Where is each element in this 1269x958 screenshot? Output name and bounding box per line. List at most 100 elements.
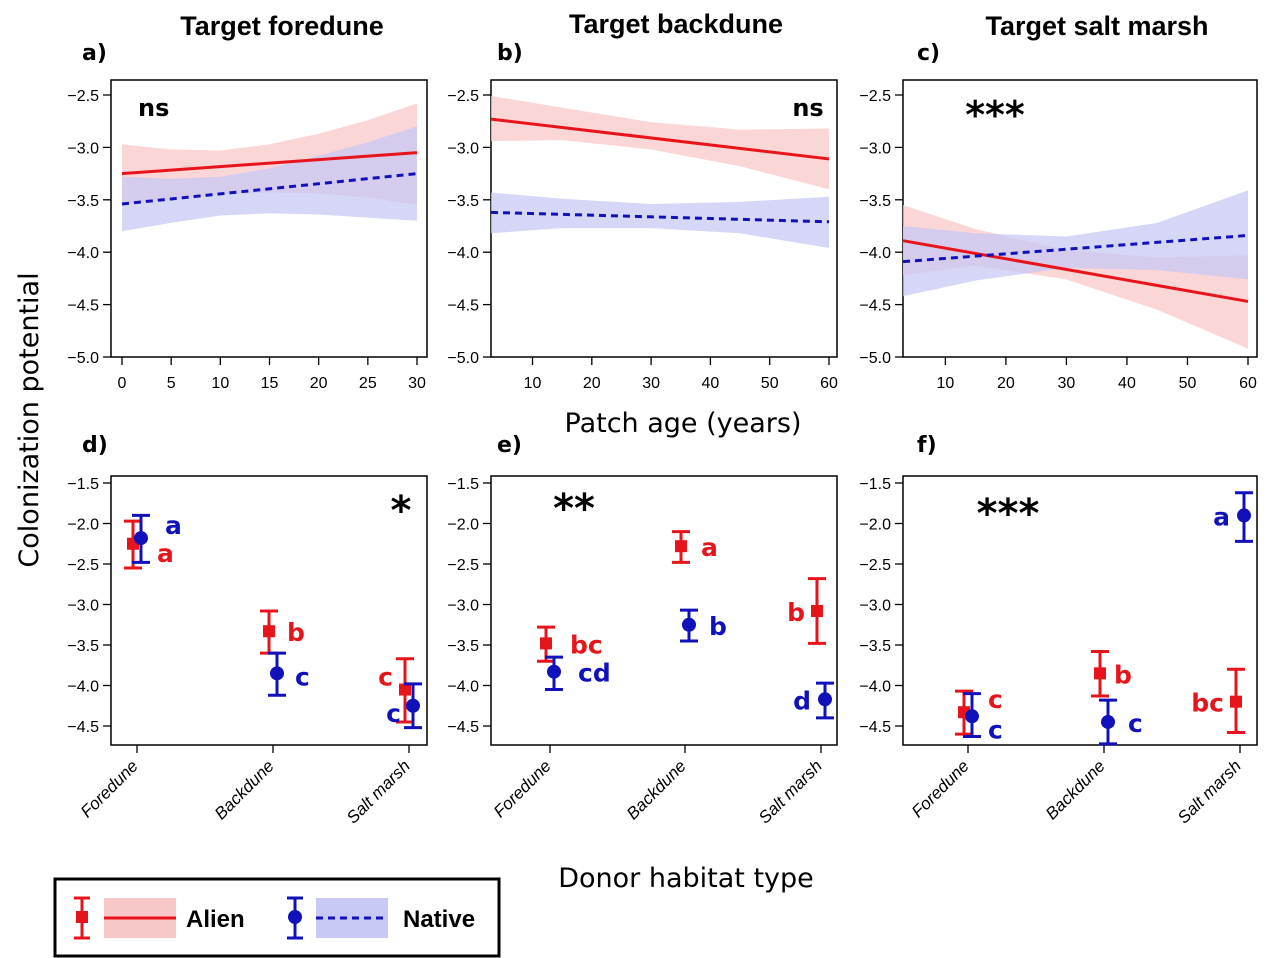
x-category-label: Salt marsh bbox=[755, 756, 826, 827]
x-tick-label: 60 bbox=[1239, 375, 1257, 392]
mean-marker-native bbox=[547, 664, 561, 679]
fit-line-alien bbox=[121, 151, 418, 176]
panel-label: f) bbox=[917, 433, 937, 458]
panel-b: b) Target backdune −2.5 −3.0 −3.5 −4.0 −4.5 −5.… bbox=[447, 9, 838, 392]
group-letter-alien: bc bbox=[1191, 689, 1224, 718]
group-letter-native: a bbox=[1213, 502, 1230, 531]
x-axis-label-bottom: Donor habitat type bbox=[558, 863, 814, 894]
mean-marker-alien bbox=[399, 683, 411, 696]
y-tick-label: −4.5 bbox=[67, 298, 99, 315]
x-tick-label: 0 bbox=[118, 375, 127, 392]
x-tick-label: 30 bbox=[642, 375, 660, 392]
y-tick-label: −2.5 bbox=[859, 557, 891, 574]
x-tick-label: 40 bbox=[702, 375, 720, 392]
panel-a: a) Target foredune −2.5 −3.0 −3.5 −4.0 −4.5 −5.… bbox=[67, 11, 428, 392]
panel-title: Target salt marsh bbox=[985, 11, 1208, 41]
y-tick-label: −4.5 bbox=[447, 298, 479, 315]
group-letter-native: d bbox=[793, 686, 811, 715]
confidence-band-alien bbox=[491, 96, 829, 190]
x-tick-label: 60 bbox=[820, 375, 838, 392]
y-tick-label: −4.5 bbox=[67, 719, 99, 736]
y-tick-label: −4.0 bbox=[859, 679, 891, 696]
x-tick-label: 40 bbox=[1118, 375, 1136, 392]
group-letter-native: c bbox=[988, 715, 1003, 744]
y-tick-label: −3.5 bbox=[447, 193, 479, 210]
y-tick-label: −3.5 bbox=[67, 193, 99, 210]
legend-marker-circle bbox=[288, 910, 302, 924]
y-tick-label: −2.5 bbox=[67, 88, 99, 105]
y-tick-label: −1.5 bbox=[447, 476, 479, 493]
mean-marker-native bbox=[134, 531, 148, 546]
legend-marker-square bbox=[76, 911, 88, 923]
group-letter-alien: c bbox=[378, 663, 393, 692]
x-axis-label-top: Patch age (years) bbox=[565, 408, 802, 439]
y-tick-label: −5.0 bbox=[859, 350, 891, 367]
y-tick-label: −2.5 bbox=[447, 557, 479, 574]
y-tick-label: −3.5 bbox=[859, 638, 891, 655]
mean-marker-alien bbox=[263, 625, 275, 638]
x-category-label: Backdune bbox=[211, 756, 278, 823]
plot-frame bbox=[902, 475, 1258, 746]
y-tick-label: −2.5 bbox=[67, 557, 99, 574]
confidence-band-native bbox=[903, 190, 1248, 297]
y-tick-label: −5.0 bbox=[67, 350, 99, 367]
mean-marker-native bbox=[818, 692, 832, 707]
panel-label: a) bbox=[82, 41, 107, 66]
group-letter-native: c bbox=[1128, 709, 1143, 738]
x-category-label: Salt marsh bbox=[343, 756, 414, 827]
x-category-label: Foredune bbox=[490, 756, 555, 821]
group-letter-alien: b bbox=[287, 618, 305, 647]
group-letter-alien: bc bbox=[570, 630, 603, 659]
mean-marker-native bbox=[682, 617, 696, 632]
y-tick-label: −5.0 bbox=[447, 350, 479, 367]
x-category-label: Backdune bbox=[1042, 756, 1109, 823]
x-tick-label: 20 bbox=[997, 375, 1015, 392]
panel-e: e) −1.5 −2.0 −2.5 −3.0 −3.5 −4.0 −4.5 ** Foredune… bbox=[447, 433, 838, 827]
fit-line-native bbox=[121, 172, 418, 206]
panel-title: Target foredune bbox=[180, 11, 384, 41]
x-tick-label: 10 bbox=[524, 375, 542, 392]
group-letter-native: cd bbox=[578, 659, 611, 688]
y-tick-label: −3.0 bbox=[447, 598, 479, 615]
x-category-label: Backdune bbox=[623, 756, 690, 823]
significance-label: ns bbox=[792, 94, 823, 122]
y-tick-label: −1.5 bbox=[859, 476, 891, 493]
y-tick-label: −3.0 bbox=[859, 140, 891, 157]
group-letter-alien: b bbox=[1114, 660, 1132, 689]
significance-label: ns bbox=[138, 94, 169, 122]
panel-c: c) Target salt marsh −2.5 −3.0 −3.5 −4.0 −4.5 −… bbox=[859, 11, 1258, 392]
y-tick-label: −2.0 bbox=[447, 517, 479, 534]
legend-alien-label: Alien bbox=[186, 906, 245, 933]
panel-f: f) −1.5 −2.0 −2.5 −3.0 −3.5 −4.0 −4.5 *** Foredun… bbox=[859, 433, 1258, 827]
x-tick-label: 5 bbox=[167, 375, 176, 392]
mean-marker-native bbox=[406, 698, 420, 713]
mean-marker-native bbox=[1101, 714, 1115, 729]
x-tick-label: 20 bbox=[310, 375, 328, 392]
plot-frame bbox=[110, 475, 428, 746]
x-category-label: Foredune bbox=[77, 756, 142, 821]
panel-d: d) −1.5 −2.0 −2.5 −3.0 −3.5 −4.0 −4.5 * Foredune B… bbox=[67, 433, 428, 827]
confidence-band-native bbox=[491, 192, 829, 248]
legend-alien-errorbar-icon bbox=[74, 896, 90, 940]
panel-label: c) bbox=[917, 41, 940, 66]
x-tick-label: 10 bbox=[211, 375, 229, 392]
y-tick-label: −2.5 bbox=[447, 88, 479, 105]
y-tick-label: −4.0 bbox=[447, 679, 479, 696]
panel-title: Target backdune bbox=[569, 9, 783, 39]
y-tick-label: −4.5 bbox=[447, 719, 479, 736]
y-tick-label: −2.5 bbox=[859, 88, 891, 105]
y-tick-label: −3.0 bbox=[67, 140, 99, 157]
y-tick-label: −4.0 bbox=[447, 245, 479, 262]
y-tick-label: −2.0 bbox=[859, 517, 891, 534]
y-tick-label: −4.5 bbox=[859, 719, 891, 736]
x-tick-label: 50 bbox=[1179, 375, 1197, 392]
legend-native-errorbar-icon bbox=[287, 896, 303, 940]
mean-marker-alien bbox=[675, 540, 687, 553]
plot-frame bbox=[490, 475, 838, 746]
y-axis-label: Colonization potential bbox=[14, 272, 45, 567]
y-tick-label: −1.5 bbox=[67, 476, 99, 493]
fit-line-native bbox=[490, 210, 830, 224]
legend: Alien Native bbox=[53, 877, 501, 958]
mean-marker-alien bbox=[540, 637, 552, 650]
